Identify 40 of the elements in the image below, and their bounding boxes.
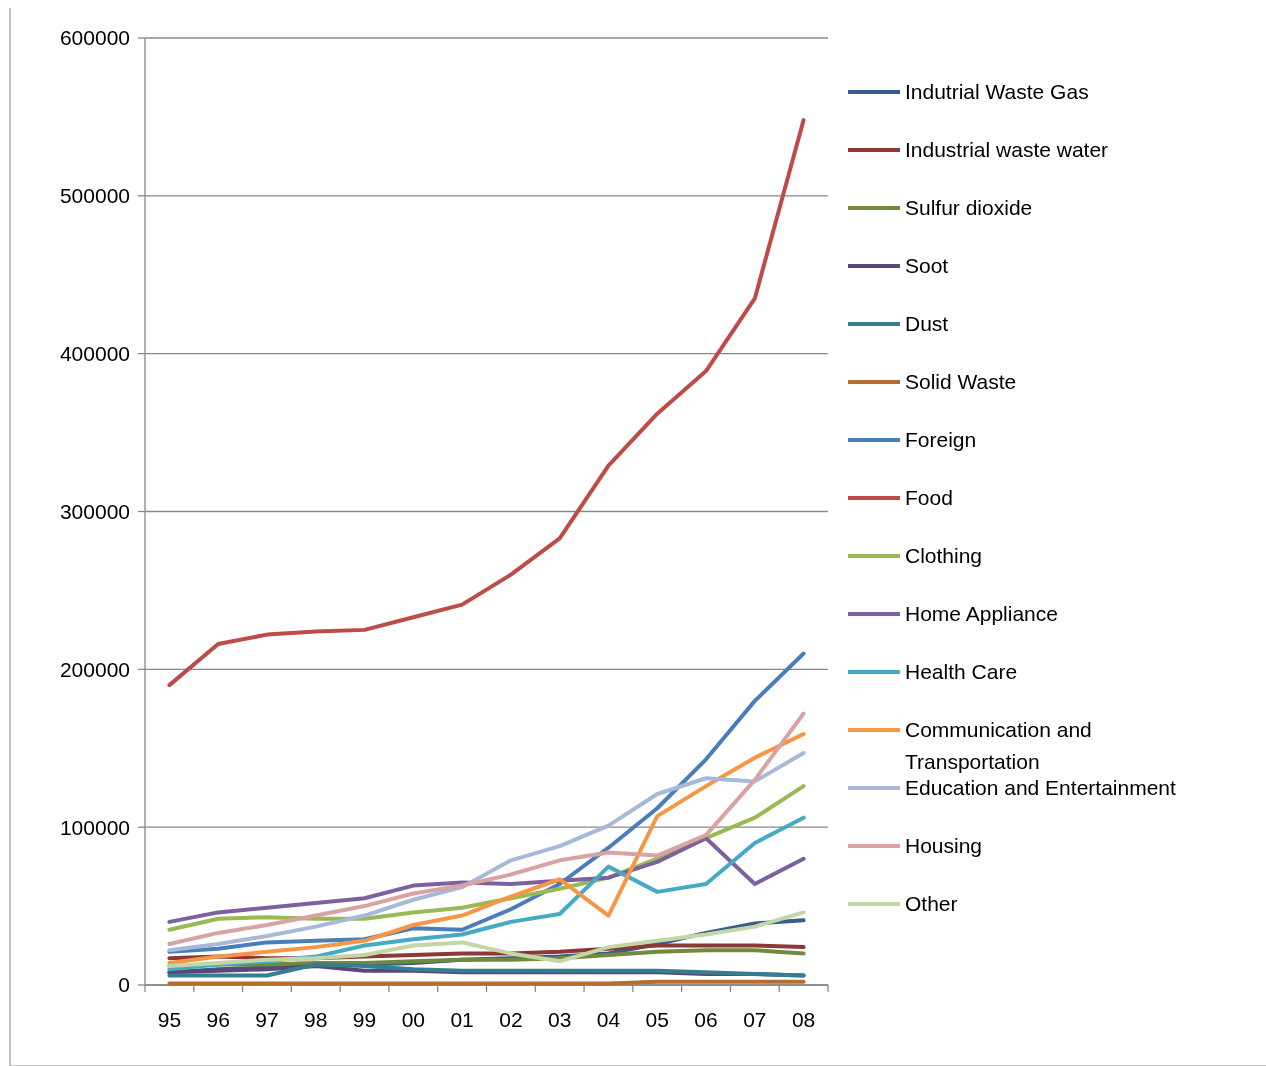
x-tick-label: 03: [548, 1008, 572, 1031]
line-series: [167, 118, 806, 688]
y-tick-label: 300000: [59, 499, 130, 523]
legend-label: Dust: [905, 312, 949, 335]
x-tick-label: 06: [694, 1008, 718, 1031]
legend-label: Clothing: [905, 544, 983, 567]
x-tick-label: 95: [157, 1008, 182, 1031]
legend-label: Health Care: [905, 660, 1018, 683]
x-tick-label: 08: [791, 1008, 816, 1031]
line-series: [167, 910, 806, 969]
y-tick-label: 600000: [59, 26, 130, 50]
legend-label: Education and Entertainment: [905, 776, 1177, 799]
x-tick-label: 97: [255, 1008, 279, 1031]
x-tick-label: 04: [596, 1008, 621, 1031]
y-tick-label: 0: [118, 973, 130, 997]
x-tick-label: 05: [645, 1008, 669, 1031]
legend-label: Housing: [905, 834, 983, 857]
legend-label: Food: [905, 486, 953, 509]
legend-label: Home Appliance: [905, 602, 1058, 625]
legend-label: Other: [905, 892, 958, 915]
y-tick-label: 500000: [59, 184, 130, 208]
y-tick-label: 100000: [59, 815, 130, 839]
x-tick-label: 02: [499, 1008, 523, 1031]
line-series: [167, 836, 806, 924]
legend-label: Indutrial Waste Gas: [905, 80, 1089, 103]
x-tick-label: 07: [743, 1008, 767, 1031]
x-tick-label: 99: [352, 1008, 377, 1031]
legend-label: Communication and Transportation: [905, 718, 1092, 773]
legend-label: Soot: [905, 254, 949, 277]
y-tick-label: 400000: [59, 342, 130, 366]
y-tick-label: 200000: [59, 657, 130, 681]
x-tick-label: 96: [206, 1008, 230, 1031]
legend-label: Foreign: [905, 428, 977, 451]
x-tick-label: 98: [304, 1008, 328, 1031]
legend-label: Solid Waste: [905, 370, 1017, 393]
legend-label: Industrial waste water: [905, 138, 1109, 161]
x-tick-label: 00: [401, 1008, 425, 1031]
legend-label: Sulfur dioxide: [905, 196, 1033, 219]
line-series: [167, 711, 806, 946]
x-tick-label: 01: [450, 1008, 474, 1031]
